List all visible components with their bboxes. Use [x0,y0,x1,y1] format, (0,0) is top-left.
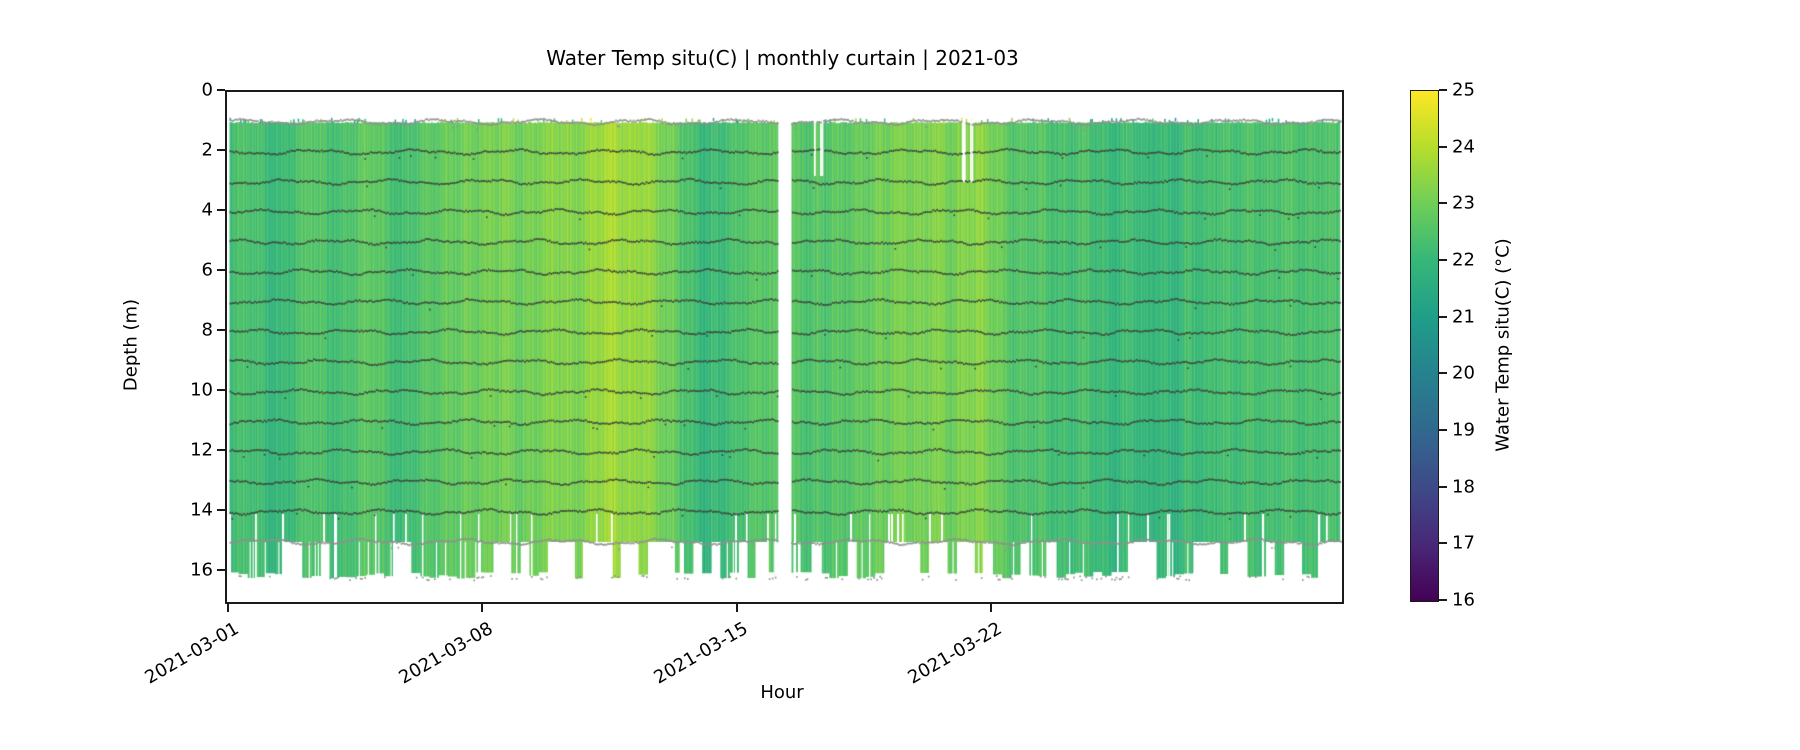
colorbar-tick-mark [1439,202,1447,205]
y-tick-label: 6 [201,259,213,281]
y-tick-mark [217,89,225,91]
colorbar-tick-label: 22 [1452,249,1475,271]
x-tick-label: 2021-03-15 [649,618,751,689]
y-tick-mark [217,509,225,511]
colorbar-label: Water Temp situ(C) (°C) [1492,238,1514,452]
colorbar-tick-label: 25 [1452,79,1475,101]
colorbar-gradient [1411,91,1438,601]
x-tick-label: 2021-03-01 [140,618,243,689]
colorbar-tick-mark [1439,485,1447,488]
x-tick-mark [481,604,484,612]
y-tick-label: 4 [201,199,213,221]
colorbar-tick-mark [1439,145,1447,148]
y-tick-mark [217,269,225,271]
colorbar-tick-label: 17 [1452,532,1475,554]
colorbar-tick-label: 21 [1452,306,1475,328]
colorbar-tick-label: 19 [1452,419,1475,441]
x-axis-label: Hour [760,682,804,703]
colorbar-tick-mark [1439,542,1447,545]
plot-area [225,90,1344,604]
colorbar-tick-mark [1439,89,1447,91]
x-tick-mark [735,604,738,612]
y-tick-label: 16 [190,559,213,581]
colorbar-tick-mark [1439,372,1447,375]
y-tick-label: 10 [190,379,213,401]
colorbar-tick-mark [1439,599,1447,601]
y-tick-label: 12 [190,439,213,461]
y-tick-label: 2 [201,139,213,161]
y-axis-label: Depth (m) [120,298,142,392]
x-tick-mark [226,604,229,612]
colorbar-tick-label: 23 [1452,192,1475,214]
y-tick-label: 0 [201,79,213,101]
y-tick-mark [217,569,225,571]
y-tick-label: 14 [190,499,213,521]
y-tick-mark [217,449,225,451]
colorbar-tick-mark [1439,429,1447,431]
y-tick-mark [217,209,225,211]
colorbar-tick-mark [1439,259,1447,261]
y-tick-mark [217,389,225,391]
y-tick-mark [217,329,225,331]
x-tick-label: 2021-03-22 [904,618,1006,689]
curtain-canvas [227,92,1342,602]
x-tick-mark [989,604,992,612]
colorbar-tick-label: 20 [1452,362,1475,384]
y-tick-label: 8 [201,319,213,341]
colorbar-tick-label: 18 [1452,476,1475,498]
y-tick-mark [217,149,225,151]
colorbar-tick-mark [1439,315,1447,318]
chart-title: Water Temp situ(C) | monthly curtain | 2… [546,46,1019,70]
colorbar-tick-label: 24 [1452,136,1475,158]
x-tick-label: 2021-03-08 [395,618,497,689]
colorbar-tick-label: 16 [1452,589,1475,611]
colorbar [1410,90,1439,602]
